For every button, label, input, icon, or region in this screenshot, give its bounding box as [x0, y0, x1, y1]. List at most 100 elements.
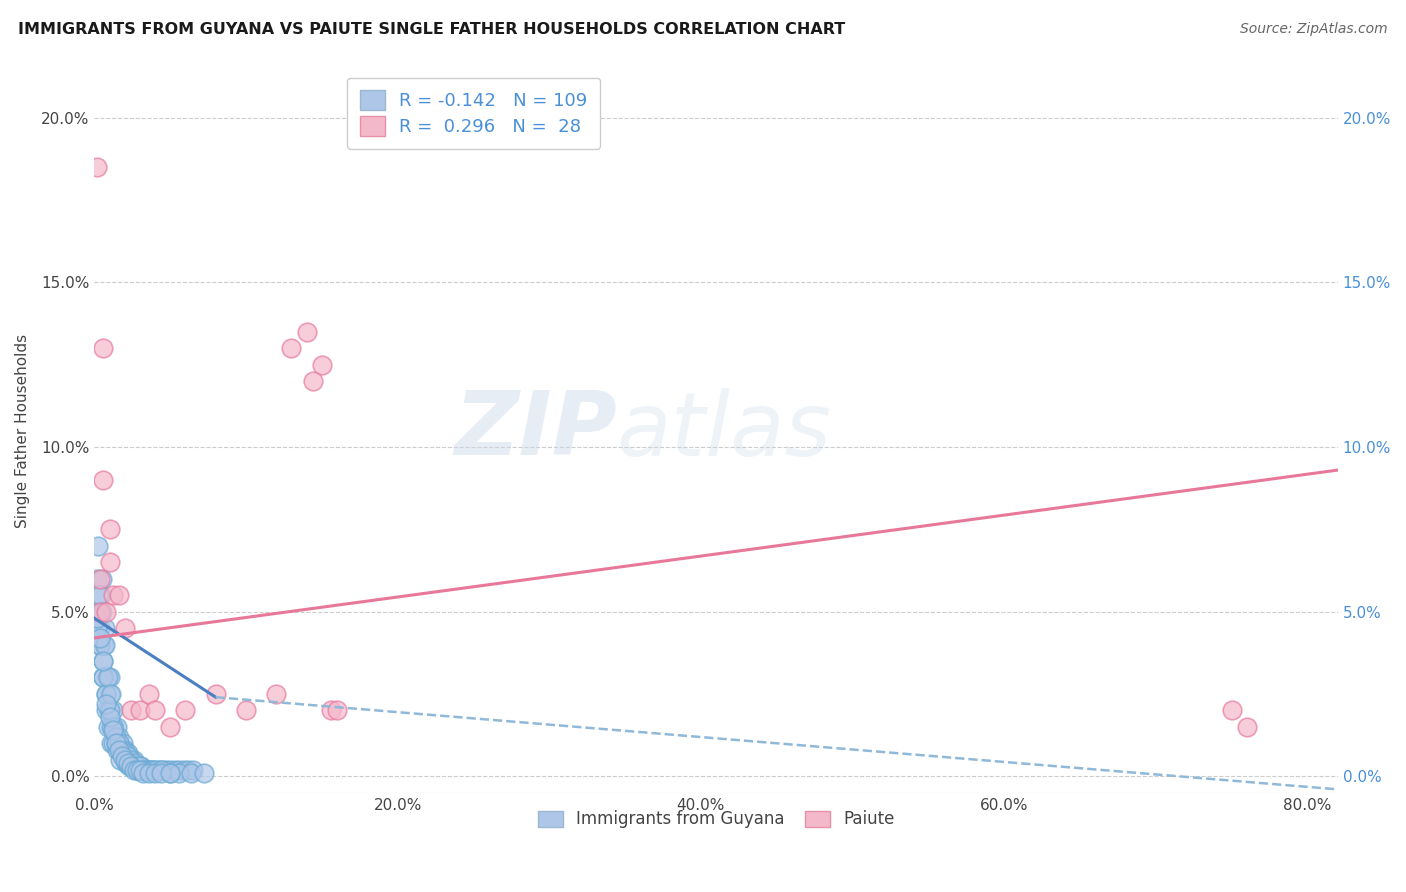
Point: [87, 588, 110, 602]
Point: [97, 720, 120, 734]
Point: [107, 730, 129, 744]
Point: [104, 736, 127, 750]
Text: atlas: atlas: [617, 388, 831, 474]
Point: [96, 687, 118, 701]
Point: [89, 605, 111, 619]
Point: [121, 759, 143, 773]
Legend: Immigrants from Guyana, Paiute: Immigrants from Guyana, Paiute: [531, 804, 901, 835]
Point: [117, 756, 139, 770]
Point: [181, 763, 204, 777]
Point: [180, 765, 202, 780]
Point: [131, 759, 153, 773]
Point: [97, 703, 120, 717]
Point: [122, 753, 145, 767]
Point: [89, 605, 111, 619]
Point: [87, 539, 110, 553]
Point: [105, 720, 128, 734]
Point: [103, 720, 125, 734]
Point: [136, 763, 159, 777]
Point: [135, 763, 157, 777]
Point: [96, 670, 118, 684]
Point: [204, 687, 226, 701]
Point: [89, 572, 111, 586]
Point: [143, 763, 166, 777]
Point: [177, 763, 200, 777]
Point: [280, 341, 302, 355]
Point: [120, 759, 142, 773]
Point: [120, 703, 142, 717]
Point: [97, 670, 120, 684]
Point: [90, 572, 112, 586]
Point: [94, 621, 117, 635]
Point: [89, 638, 111, 652]
Point: [141, 763, 163, 777]
Point: [174, 703, 197, 717]
Point: [114, 746, 136, 760]
Point: [132, 765, 155, 780]
Point: [100, 720, 122, 734]
Point: [159, 763, 181, 777]
Point: [112, 736, 135, 750]
Point: [98, 687, 121, 701]
Point: [100, 687, 122, 701]
Point: [301, 374, 323, 388]
Point: [93, 473, 115, 487]
Point: [125, 763, 148, 777]
Point: [117, 749, 139, 764]
Point: [98, 703, 121, 717]
Point: [167, 765, 190, 780]
Point: [93, 654, 115, 668]
Point: [326, 703, 349, 717]
Point: [93, 638, 115, 652]
Point: [118, 759, 141, 773]
Point: [295, 325, 318, 339]
Point: [124, 759, 146, 773]
Point: [114, 743, 136, 757]
Point: [311, 358, 333, 372]
Point: [128, 763, 150, 777]
Point: [125, 763, 148, 777]
Text: Source: ZipAtlas.com: Source: ZipAtlas.com: [1240, 22, 1388, 37]
Point: [125, 759, 148, 773]
Point: [100, 736, 122, 750]
Point: [91, 670, 114, 684]
Point: [115, 756, 138, 770]
Point: [104, 736, 127, 750]
Point: [159, 720, 181, 734]
Text: IMMIGRANTS FROM GUYANA VS PAIUTE SINGLE FATHER HOUSEHOLDS CORRELATION CHART: IMMIGRANTS FROM GUYANA VS PAIUTE SINGLE …: [18, 22, 845, 37]
Point: [96, 605, 118, 619]
Point: [101, 720, 124, 734]
Point: [150, 763, 173, 777]
Point: [128, 703, 150, 717]
Point: [122, 763, 145, 777]
Point: [145, 763, 167, 777]
Point: [173, 763, 195, 777]
Point: [90, 605, 112, 619]
Point: [93, 654, 115, 668]
Point: [107, 588, 129, 602]
Point: [117, 746, 139, 760]
Point: [138, 763, 160, 777]
Point: [98, 710, 121, 724]
Point: [150, 765, 173, 780]
Point: [86, 611, 108, 625]
Point: [319, 703, 342, 717]
Point: [111, 743, 134, 757]
Point: [89, 631, 111, 645]
Point: [86, 621, 108, 635]
Point: [111, 749, 134, 764]
Point: [105, 743, 128, 757]
Point: [101, 736, 124, 750]
Point: [132, 763, 155, 777]
Point: [128, 759, 150, 773]
Point: [114, 753, 136, 767]
Point: [193, 765, 215, 780]
Point: [101, 703, 124, 717]
Point: [104, 730, 127, 744]
Point: [148, 763, 170, 777]
Point: [1236, 720, 1258, 734]
Point: [138, 765, 160, 780]
Point: [159, 765, 181, 780]
Point: [107, 743, 129, 757]
Point: [96, 687, 118, 701]
